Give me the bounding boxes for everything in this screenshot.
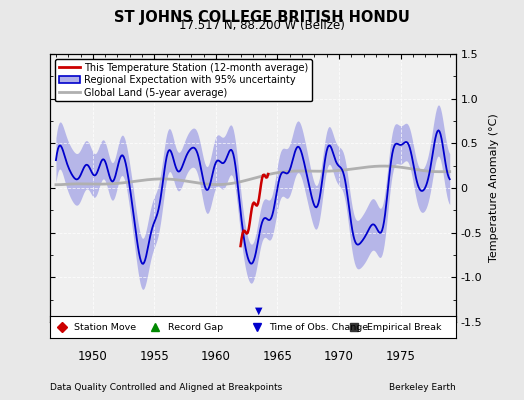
Text: 1970: 1970	[324, 350, 354, 363]
Y-axis label: Temperature Anomaly (°C): Temperature Anomaly (°C)	[489, 114, 499, 262]
Legend: This Temperature Station (12-month average), Regional Expectation with 95% uncer: This Temperature Station (12-month avera…	[54, 59, 312, 102]
Text: ▼: ▼	[255, 306, 263, 316]
Text: 1950: 1950	[78, 350, 108, 363]
Text: 1960: 1960	[201, 350, 231, 363]
Text: Time of Obs. Change: Time of Obs. Change	[269, 322, 368, 332]
Text: 1975: 1975	[386, 350, 416, 363]
Text: Record Gap: Record Gap	[168, 322, 223, 332]
Text: 1955: 1955	[139, 350, 169, 363]
Text: Station Move: Station Move	[74, 322, 136, 332]
Text: Berkeley Earth: Berkeley Earth	[389, 383, 456, 392]
Text: Empirical Break: Empirical Break	[367, 322, 441, 332]
Text: Data Quality Controlled and Aligned at Breakpoints: Data Quality Controlled and Aligned at B…	[50, 383, 282, 392]
Text: 17.517 N, 88.200 W (Belize): 17.517 N, 88.200 W (Belize)	[179, 19, 345, 32]
Text: 1965: 1965	[263, 350, 292, 363]
Text: ST JOHNS COLLEGE BRITISH HONDU: ST JOHNS COLLEGE BRITISH HONDU	[114, 10, 410, 25]
